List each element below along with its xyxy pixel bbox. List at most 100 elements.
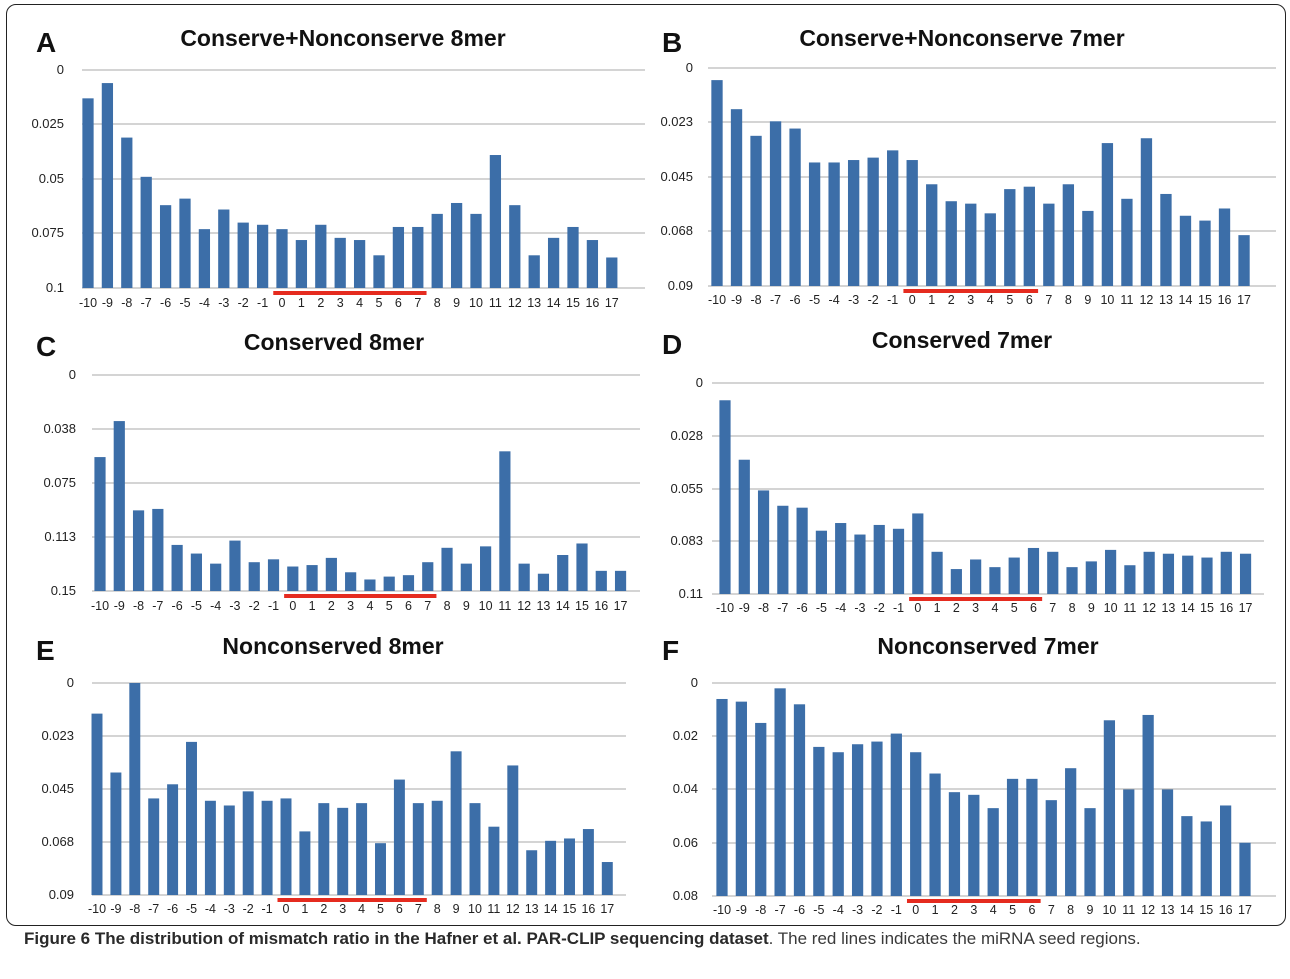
panel-a-bar	[606, 257, 618, 288]
panel-b-bar	[1023, 186, 1035, 286]
panel-c-bar	[364, 579, 376, 591]
panel-b: B Conserve+Nonconserve 7mer 0 0.023 0.045 0.0…	[660, 25, 1276, 307]
panel-a-xtick-label: 16	[585, 296, 599, 310]
panel-b-bar	[1218, 208, 1231, 286]
panel-a-xtick-label: 6	[395, 296, 402, 310]
panel-d-bar	[777, 505, 789, 594]
panel-a-xtick-label: 5	[376, 296, 383, 310]
panel-d-xtick-label: 6	[1030, 601, 1037, 615]
panel-c-xtick-label: -1	[268, 599, 279, 613]
caption-text: . The red lines indicates the miRNA seed…	[768, 929, 1141, 948]
panel-a-xtick-label: 1	[298, 296, 305, 310]
panel-e-ytick-label: 0.068	[41, 834, 74, 849]
panel-b-xtick-label: -10	[708, 293, 726, 307]
figure-caption: Figure 6 The distribution of mismatch ra…	[24, 928, 1274, 950]
panel-f-bar	[1142, 714, 1154, 896]
panel-c-xtick-label: 4	[366, 599, 373, 613]
panel-c-bar	[152, 508, 164, 591]
panel-c-ytick-label: 0.038	[43, 421, 76, 436]
panel-d-bar	[1143, 551, 1155, 594]
panel-a-bar	[470, 213, 482, 288]
panel-f-xtick-label: 8	[1067, 903, 1074, 917]
panel-a-xtick-label: -7	[141, 296, 152, 310]
panel-e-xtick-label: -1	[262, 902, 273, 916]
panel-d-ytick-label: 0.083	[670, 533, 703, 548]
panel-c-xtick-label: 15	[575, 599, 589, 613]
panel-d-bar	[1239, 553, 1252, 594]
panel-b-bar	[1179, 215, 1192, 286]
panel-e-xtick-label: -6	[167, 902, 178, 916]
panel-c-bar	[383, 576, 395, 591]
panel-a-xtick-label: 7	[414, 296, 421, 310]
panel-c-xtick-label: -5	[191, 599, 202, 613]
panel-f-xtick-label: 1	[932, 903, 939, 917]
panel-c-bar	[248, 562, 260, 591]
panel-b-bar	[828, 162, 840, 286]
panel-f-bar	[890, 733, 902, 896]
panel-a-bar	[567, 226, 579, 288]
panel-e-bar	[526, 850, 538, 895]
panel-e-bar	[375, 843, 386, 895]
panel-b-xtick-label: 8	[1065, 293, 1072, 307]
panel-d-xtick-label: 13	[1161, 601, 1175, 615]
panel-b-bar	[926, 184, 938, 286]
panel-c-bar	[499, 451, 511, 591]
panel-c-bar	[595, 570, 607, 591]
panel-f-title: Nonconserved 7mer	[877, 633, 1098, 659]
panel-f-bar	[1161, 789, 1174, 896]
panel-c-bar	[614, 570, 627, 591]
panel-f-xtick-label: -3	[852, 903, 863, 917]
panel-a-xtick-label: -10	[79, 296, 97, 310]
panel-a-bar	[528, 255, 540, 288]
panel-a-bar	[392, 226, 405, 288]
panel-b-xtick-label: 12	[1139, 293, 1153, 307]
panel-a-xtick-label: 4	[356, 296, 363, 310]
panel-c-ytick-label: 0.075	[43, 475, 76, 490]
panel-a-bar	[218, 209, 230, 288]
panel-e-xtick-label: 16	[581, 902, 595, 916]
figure-frame	[6, 4, 1286, 926]
panel-e-xtick-label: 14	[544, 902, 558, 916]
panel-f-bar	[813, 746, 825, 896]
panel-e-xtick-label: -4	[205, 902, 216, 916]
panel-c-xtick-label: 1	[309, 599, 316, 613]
panel-b-bar	[984, 213, 996, 286]
panel-e-xtick-label: 17	[600, 902, 614, 916]
panel-c-xtick-label: 6	[405, 599, 412, 613]
panel-f-xtick-label: 12	[1141, 903, 1155, 917]
panel-a-ytick-label: 0.025	[31, 116, 64, 131]
panel-e-xtick-label: 0	[283, 902, 290, 916]
panel-f-xtick-label: 11	[1122, 903, 1135, 917]
panel-a-bar	[101, 83, 114, 288]
panel-c-xtick-label: -7	[152, 599, 163, 613]
panel-b-xtick-label: 10	[1100, 293, 1114, 307]
panel-e-bar	[204, 800, 216, 895]
panel-b-bar	[750, 135, 762, 286]
panel-f-bar	[871, 741, 883, 896]
panel-e-ytick-label: 0.023	[41, 728, 74, 743]
panel-d-bar	[738, 459, 750, 594]
panel-d-title: Conserved 7mer	[872, 327, 1052, 353]
panel-c-xtick-label: -3	[229, 599, 240, 613]
panel-f-ytick-label: 0.08	[673, 888, 698, 903]
panel-b-xtick-label: 13	[1159, 293, 1173, 307]
panel-d-xtick-label: 15	[1200, 601, 1214, 615]
panel-e-title: Nonconserved 8mer	[222, 633, 443, 659]
panel-d-xtick-label: 1	[934, 601, 941, 615]
panel-e-bar	[356, 803, 368, 895]
panel-c-bar	[94, 457, 106, 591]
panel-e-xtick-label: 5	[377, 902, 384, 916]
panel-e-bar	[129, 683, 141, 895]
panel-f-bar	[929, 773, 941, 896]
panel-f-bar	[851, 744, 864, 896]
panel-d-ytick-label: 0.055	[670, 481, 703, 496]
panel-e-xtick-label: 4	[358, 902, 365, 916]
panel-e-bar	[337, 807, 349, 895]
panel-c-xtick-label: 10	[479, 599, 493, 613]
caption-label: Figure 6 The distribution of mismatch ra…	[24, 929, 769, 948]
panel-c-ytick-label: 0.113	[44, 529, 76, 544]
panel-d-bar	[1124, 565, 1136, 594]
panel-f-xtick-label: 15	[1199, 903, 1213, 917]
panel-b-xtick-label: 3	[967, 293, 974, 307]
